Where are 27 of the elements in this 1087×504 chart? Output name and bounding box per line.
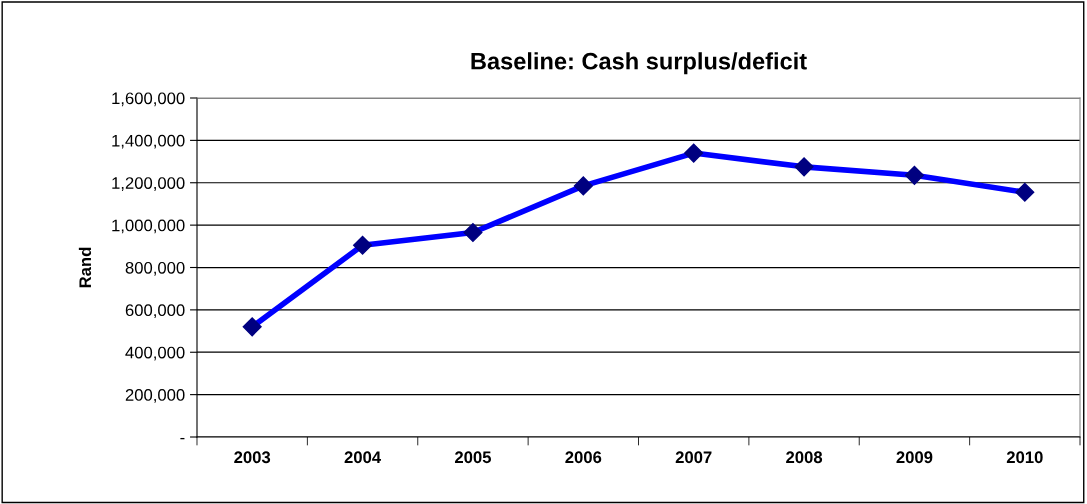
point [794,157,814,177]
x-tick-label: 2004 [344,451,382,464]
y-tick-label: 200,000 [125,389,185,403]
point [904,165,924,185]
x-tick-label: 2003 [234,451,271,464]
point [463,223,483,243]
x-tick-label: 2007 [675,451,712,464]
point [353,235,373,255]
x-tick-label: 2009 [896,451,933,464]
y-tick-label: 1,400,000 [112,134,185,149]
y-tick-label: - [180,437,185,440]
x-tick-label: 2010 [1006,451,1043,464]
x-tick-label: 2008 [786,451,823,464]
y-tick-label: 1,200,000 [112,177,185,191]
point [573,176,593,196]
chart-title: Baseline: Cash surplus/deficit [471,52,807,75]
point [1015,182,1035,202]
point [242,317,262,337]
y-tick-label: 1,600,000 [112,92,185,107]
y-tick-label: 400,000 [125,346,185,361]
y-tick-label: 1,000,000 [112,219,185,234]
y-tick-label: 600,000 [125,304,185,319]
x-tick-label: 2006 [565,451,602,464]
x-tick-label: 2005 [454,451,492,464]
y-tick-label: 800,000 [125,261,185,276]
point [684,143,704,163]
y-axis-title: Rand [78,247,92,288]
